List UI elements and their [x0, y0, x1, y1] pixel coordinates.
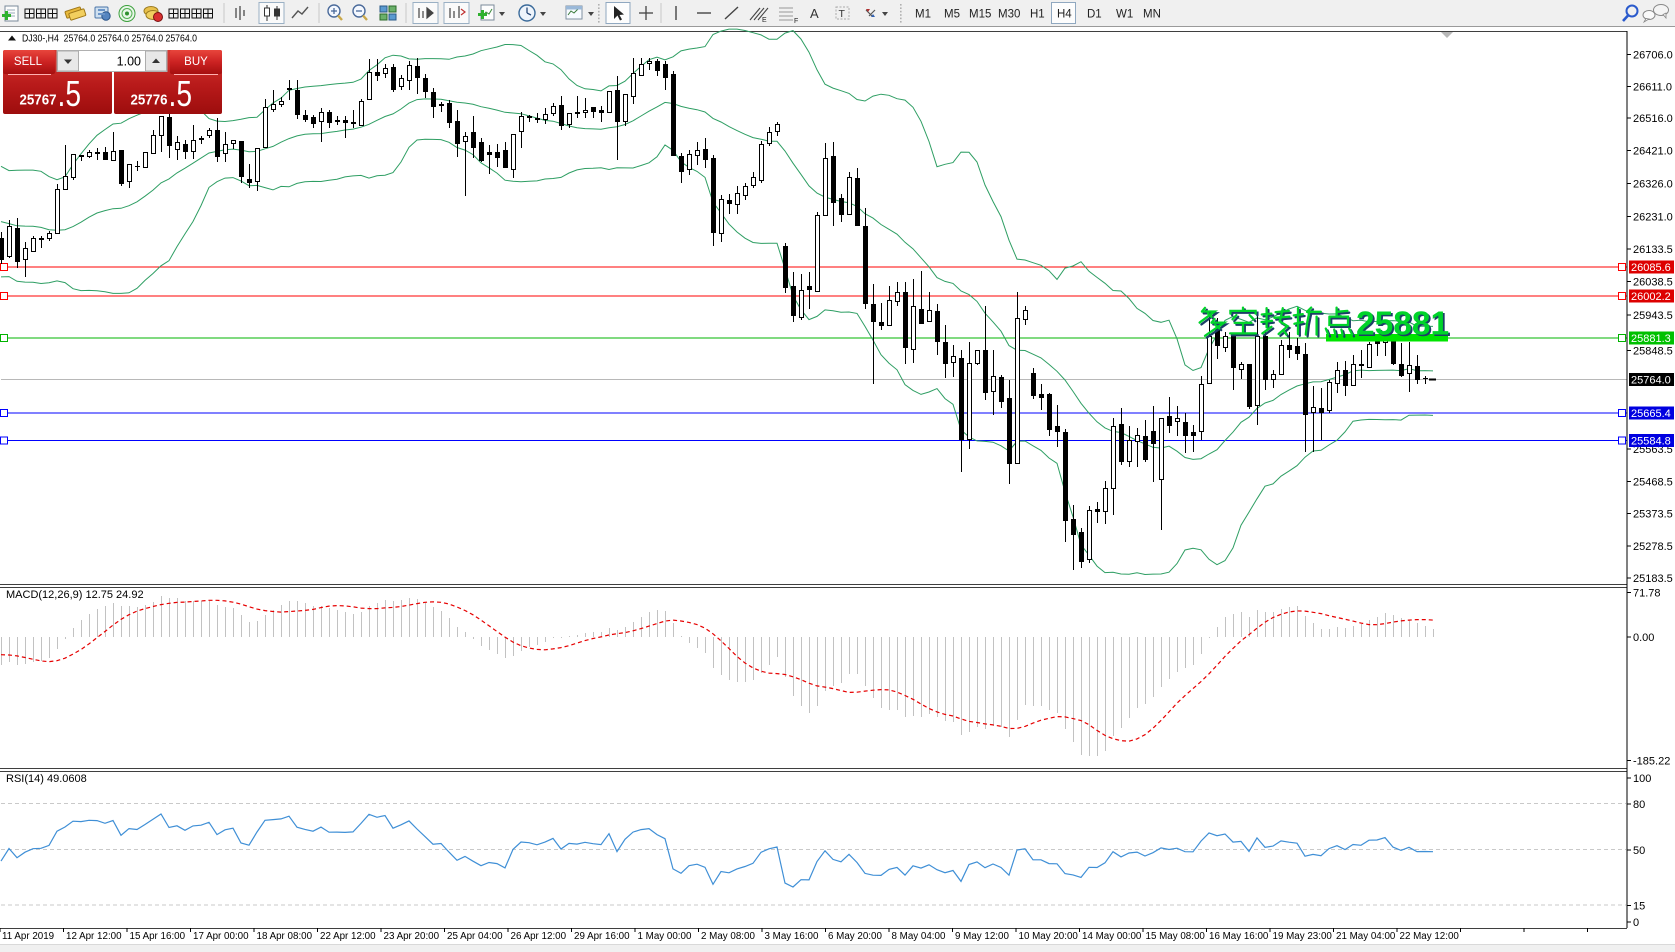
svg-text:RSI(14) 49.0608: RSI(14) 49.0608 — [6, 773, 87, 785]
svg-text:3 May 16:00: 3 May 16:00 — [765, 931, 819, 942]
svg-text:M30: M30 — [998, 9, 1020, 21]
svg-text:19 May 23:00: 19 May 23:00 — [1273, 931, 1333, 942]
svg-text:-185.22: -185.22 — [1633, 756, 1670, 768]
svg-text:25764.0: 25764.0 — [1631, 374, 1671, 386]
svg-text:11 Apr 2019: 11 Apr 2019 — [2, 931, 54, 942]
svg-text:12 Apr 12:00: 12 Apr 12:00 — [66, 931, 122, 942]
svg-text:.5: .5 — [58, 73, 82, 114]
svg-text:9 May 12:00: 9 May 12:00 — [955, 931, 1009, 942]
svg-text:25278.5: 25278.5 — [1633, 541, 1673, 553]
svg-text:10 May 20:00: 10 May 20:00 — [1019, 931, 1079, 942]
svg-text:14 May 00:00: 14 May 00:00 — [1082, 931, 1142, 942]
svg-text:25767: 25767 — [20, 93, 57, 109]
svg-text:M1: M1 — [915, 9, 931, 21]
svg-text:H4: H4 — [1057, 9, 1072, 21]
svg-text:25468.5: 25468.5 — [1633, 477, 1673, 489]
svg-text:50: 50 — [1633, 845, 1645, 857]
svg-text:15 Apr 16:00: 15 Apr 16:00 — [130, 931, 186, 942]
svg-text:25848.5: 25848.5 — [1633, 346, 1673, 358]
svg-text:23 Apr 20:00: 23 Apr 20:00 — [384, 931, 440, 942]
svg-text:15 May 08:00: 15 May 08:00 — [1146, 931, 1206, 942]
svg-text:71.78: 71.78 — [1633, 588, 1661, 600]
svg-text:6 May 20:00: 6 May 20:00 — [828, 931, 882, 942]
svg-text:29 Apr 16:00: 29 Apr 16:00 — [574, 931, 630, 942]
svg-text:25881: 25881 — [1358, 307, 1451, 344]
svg-text:F: F — [794, 18, 798, 25]
svg-text:22 Apr 12:00: 22 Apr 12:00 — [320, 931, 376, 942]
svg-text:MACD(12,26,9) 12.75 24.92: MACD(12,26,9) 12.75 24.92 — [6, 589, 144, 601]
svg-text:0.00: 0.00 — [1633, 632, 1654, 644]
svg-text:0: 0 — [1633, 917, 1639, 929]
svg-text:MN: MN — [1143, 9, 1161, 21]
svg-text:H1: H1 — [1030, 9, 1045, 21]
svg-text:26085.6: 26085.6 — [1631, 262, 1671, 274]
svg-text:25943.5: 25943.5 — [1633, 310, 1673, 322]
svg-text:W1: W1 — [1116, 9, 1133, 21]
svg-text:25776: 25776 — [131, 93, 168, 109]
svg-text:26611.0: 26611.0 — [1633, 82, 1672, 94]
svg-text:8 May 04:00: 8 May 04:00 — [892, 931, 946, 942]
svg-text:25373.5: 25373.5 — [1633, 509, 1673, 521]
svg-text:26 Apr 12:00: 26 Apr 12:00 — [511, 931, 567, 942]
svg-text:26421.0: 26421.0 — [1633, 145, 1673, 157]
svg-text:25881.3: 25881.3 — [1631, 333, 1671, 345]
svg-text:26706.0: 26706.0 — [1633, 50, 1673, 62]
svg-text:26038.5: 26038.5 — [1633, 277, 1673, 289]
svg-text:25881: 25881 — [1356, 306, 1449, 343]
svg-text:25584.8: 25584.8 — [1631, 435, 1671, 447]
svg-text:D1: D1 — [1087, 9, 1102, 21]
svg-text:16 May 16:00: 16 May 16:00 — [1209, 931, 1269, 942]
svg-text:M5: M5 — [944, 9, 960, 21]
svg-text:26231.0: 26231.0 — [1633, 212, 1673, 224]
svg-text:26516.0: 26516.0 — [1633, 113, 1673, 125]
svg-text:E: E — [762, 17, 767, 24]
svg-text:17 Apr 00:00: 17 Apr 00:00 — [193, 931, 249, 942]
svg-text:T: T — [839, 8, 846, 20]
svg-text:25 Apr 04:00: 25 Apr 04:00 — [447, 931, 503, 942]
svg-text:A: A — [810, 6, 819, 21]
svg-text:26133.5: 26133.5 — [1633, 244, 1673, 256]
svg-text:22 May 12:00: 22 May 12:00 — [1400, 931, 1460, 942]
svg-text:100: 100 — [1633, 773, 1651, 785]
svg-text:80: 80 — [1633, 799, 1645, 811]
svg-text:25183.5: 25183.5 — [1633, 573, 1673, 585]
svg-text:1.00: 1.00 — [117, 55, 141, 69]
svg-text:26002.2: 26002.2 — [1631, 291, 1671, 303]
svg-text:25665.4: 25665.4 — [1631, 408, 1671, 420]
svg-text:1 May 00:00: 1 May 00:00 — [638, 931, 692, 942]
svg-text:SELL: SELL — [14, 56, 43, 68]
svg-text:21 May 04:00: 21 May 04:00 — [1336, 931, 1396, 942]
svg-text:.5: .5 — [169, 73, 193, 114]
svg-text:18 Apr 08:00: 18 Apr 08:00 — [257, 931, 313, 942]
svg-text:M15: M15 — [969, 9, 991, 21]
svg-text:2 May 08:00: 2 May 08:00 — [701, 931, 755, 942]
svg-text:BUY: BUY — [184, 56, 208, 68]
svg-text:15: 15 — [1633, 901, 1645, 913]
svg-text:DJ30-,H4 25764.0 25764.0 2576: DJ30-,H4 25764.0 25764.0 25764.0 25764.0 — [22, 33, 197, 45]
svg-text:26326.0: 26326.0 — [1633, 178, 1673, 190]
